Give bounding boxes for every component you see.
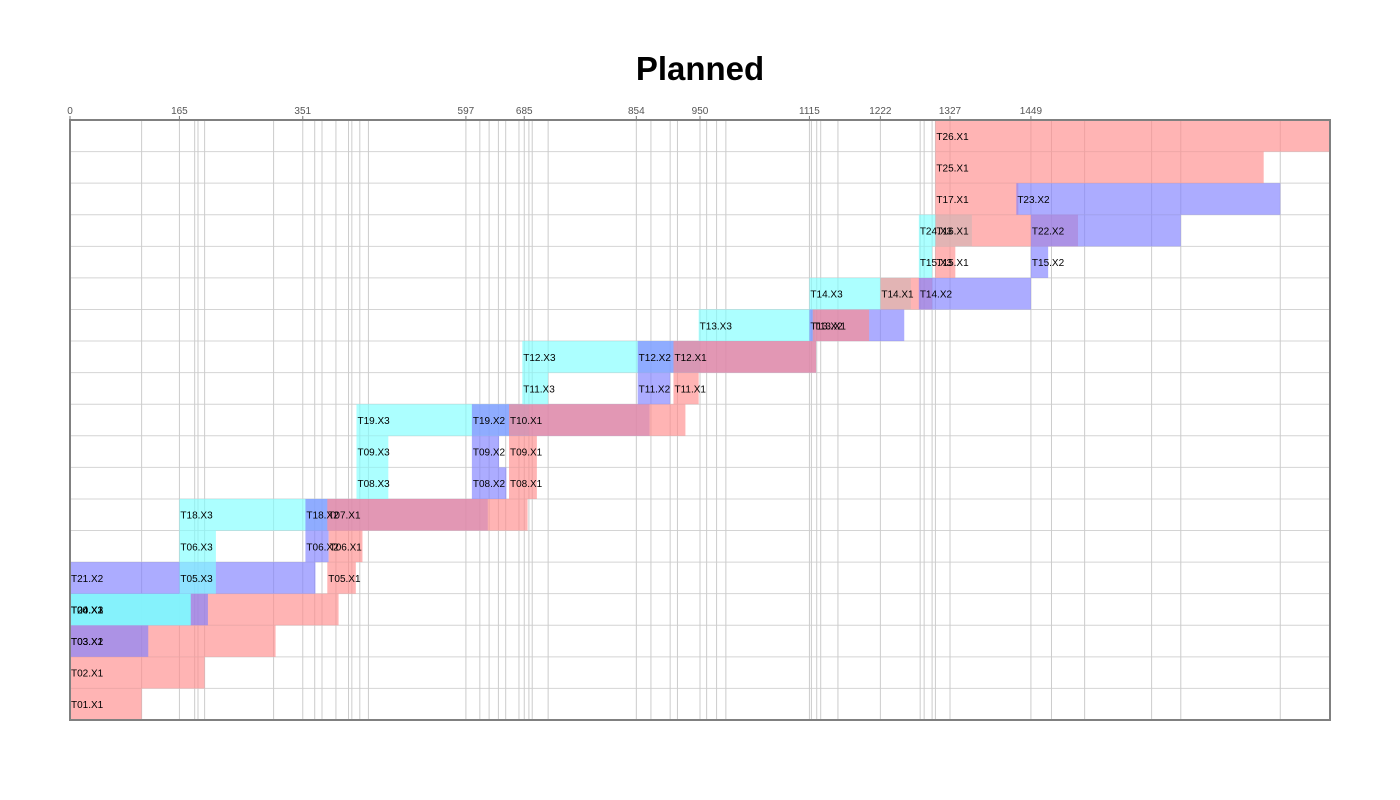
task-bar: [522, 372, 549, 405]
task-bar: [305, 530, 329, 563]
task-label: T18.X2: [306, 511, 339, 522]
task-bar: [1016, 183, 1281, 215]
task-label: T17.X1: [936, 195, 969, 206]
task-label: T09.X2: [473, 448, 506, 459]
task-label: T06.X2: [306, 542, 339, 553]
task-bar: [179, 562, 216, 594]
task-bar: [509, 435, 537, 468]
x-tick-label: 0: [67, 106, 73, 117]
task-bar: [935, 246, 956, 278]
task-label: T18.X3: [180, 511, 213, 522]
task-bar: [1030, 246, 1049, 278]
task-bar: [509, 404, 686, 436]
task-bar: [70, 625, 149, 657]
task-label: T14.X1: [881, 290, 914, 301]
task-bar: [935, 120, 1330, 152]
task-label: T11.X1: [674, 384, 706, 395]
task-label: T19.X3: [357, 416, 390, 427]
task-bar: [918, 246, 933, 278]
task-label: T04.X2: [71, 605, 104, 616]
task-label: T23.X2: [1017, 195, 1050, 206]
x-tick-label: 1115: [799, 106, 820, 117]
task-bar: [935, 183, 1019, 215]
task-label: T05.X1: [328, 574, 361, 585]
task-label: T14.X3: [810, 290, 843, 301]
task-label: T24.X3: [920, 227, 953, 238]
task-bar: [1030, 214, 1181, 247]
task-label: T13.X2: [810, 321, 843, 332]
task-bar: [327, 562, 356, 594]
task-label: T04.X1: [71, 605, 104, 616]
task-label: T02.X1: [71, 669, 104, 680]
task-label: T12.X3: [523, 353, 556, 364]
task-label: T22.X2: [1032, 227, 1065, 238]
task-label: T12.X2: [639, 353, 672, 364]
task-bar: [698, 309, 815, 342]
task-label: T13.X3: [700, 321, 733, 332]
task-label: T25.X1: [936, 163, 969, 174]
task-label: T15.X3: [920, 258, 953, 269]
x-tick-label: 950: [692, 106, 709, 117]
task-bar: [918, 277, 1031, 310]
x-tick-label: 597: [458, 106, 475, 117]
x-tick-label: 854: [628, 106, 645, 117]
task-bar: [179, 498, 328, 531]
x-tick-label: 1327: [939, 106, 962, 117]
task-label: T13.X1: [814, 321, 847, 332]
task-label: T10.X1: [510, 416, 543, 427]
x-tick-label: 685: [516, 106, 533, 117]
task-bar: [70, 593, 191, 626]
task-label: T26.X1: [936, 132, 969, 143]
task-label: T08.X2: [473, 479, 506, 490]
x-tick-label: 351: [294, 106, 311, 117]
task-label: T03.X2: [71, 637, 104, 648]
task-label: T08.X3: [357, 479, 390, 490]
task-label: T20.X3: [71, 605, 104, 616]
task-label: T11.X3: [523, 384, 555, 395]
task-label: T04.X3: [71, 605, 104, 616]
task-bar: [328, 530, 363, 563]
task-bar: [509, 467, 537, 499]
task-bar: [179, 530, 216, 563]
task-label: T19.X2: [473, 416, 506, 427]
task-bar: [637, 372, 671, 405]
task-bar: [812, 309, 870, 342]
task-label: T06.X1: [330, 542, 363, 553]
task-label: T21.X2: [71, 574, 104, 585]
task-label: T11.X2: [639, 384, 671, 395]
task-bar: [471, 467, 507, 499]
chart-title: Planned: [635, 50, 765, 87]
x-tick-label: 1449: [1020, 106, 1043, 117]
task-label: T09.X3: [357, 448, 390, 459]
task-bar: [70, 688, 142, 720]
task-bar: [327, 498, 528, 531]
task-bar: [70, 656, 205, 689]
task-bar: [673, 341, 817, 373]
task-label: T03.X1: [71, 637, 104, 648]
task-bar: [673, 372, 699, 405]
task-label: T01.X1: [71, 700, 104, 711]
plot-frame: [69, 119, 1331, 721]
task-label: T12.X1: [674, 353, 707, 364]
task-label: T08.X1: [510, 479, 543, 490]
task-bar: [356, 435, 389, 468]
x-tick-label: 1222: [869, 106, 892, 117]
task-bar: [471, 435, 500, 468]
task-label: T09.X1: [510, 448, 543, 459]
task-label: T15.X1: [936, 258, 969, 269]
task-label: T15.X2: [1032, 258, 1065, 269]
task-label: T06.X3: [180, 542, 213, 553]
task-label: T05.X3: [180, 574, 213, 585]
task-label: T16.X1: [936, 227, 969, 238]
task-label: T14.X2: [920, 290, 953, 301]
task-label: T07.X1: [328, 511, 361, 522]
x-tick-label: 165: [171, 106, 188, 117]
task-bar: [935, 151, 1264, 184]
task-bar: [356, 467, 389, 499]
